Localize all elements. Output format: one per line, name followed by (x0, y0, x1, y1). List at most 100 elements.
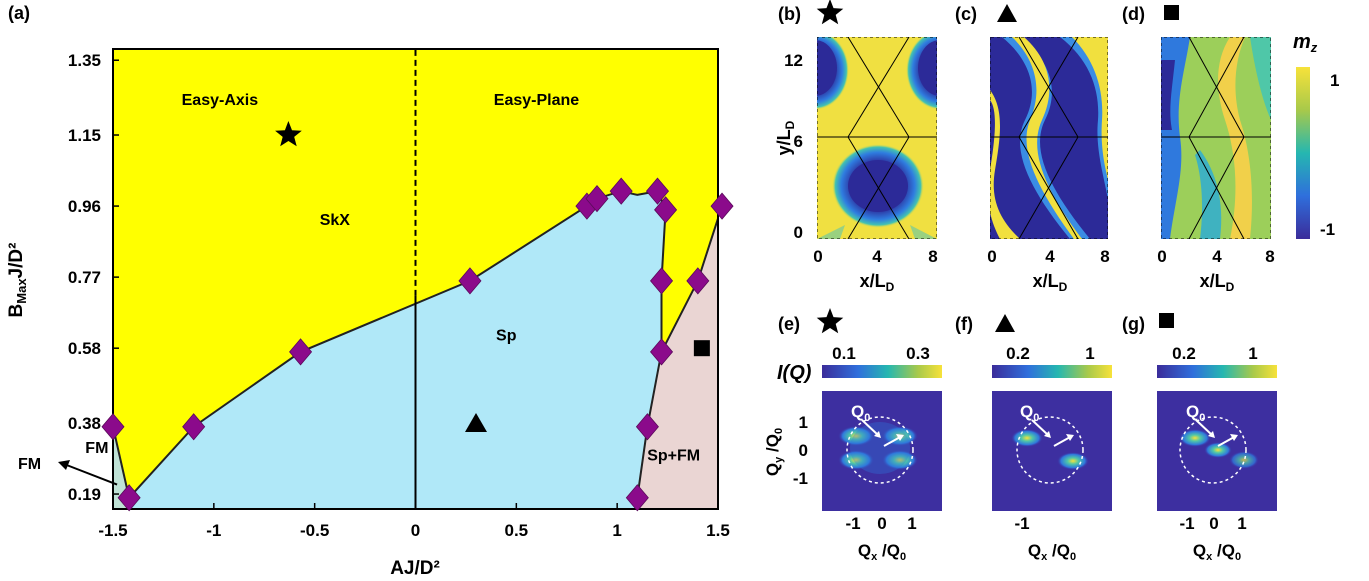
qy-label: Qy /Q0 (763, 428, 785, 476)
y-tick-label: 1.35 (68, 51, 101, 70)
transition-point (686, 267, 710, 295)
svg-text:-1: -1 (793, 469, 808, 488)
iq-colorbar-e: 0.1 0.3 (822, 344, 942, 378)
svg-text:-1: -1 (1014, 514, 1029, 533)
panel-label-g: (g) (1122, 314, 1145, 334)
x-tick-label: 0.5 (505, 521, 529, 540)
transition-point (710, 192, 734, 220)
svg-text:0: 0 (1209, 514, 1218, 533)
real-space-axis-labels: y/LD x/LD x/LD x/LD (774, 120, 1235, 294)
real-space-ticks: 12 6 0 0 4 8 0 4 8 0 4 8 (784, 51, 1275, 266)
special-markers (275, 121, 710, 432)
transition-point (458, 267, 482, 295)
header-label: Easy-Axis (182, 92, 259, 109)
mz-map-skyrmion (817, 37, 937, 239)
region-label: FM (85, 440, 108, 457)
svg-text:1: 1 (799, 413, 808, 432)
y-ticks: 0.19 0.38 0.58 0.77 0.96 1.15 1.35 (68, 51, 119, 504)
reciprocal-axis-labels: Qy /Q0 Qx /Q0 Qx /Q0 Qx /Q0 (763, 428, 1241, 563)
intensity-label: I(Q) (777, 362, 812, 384)
x-label-b: x/LD (860, 271, 895, 294)
y-tick-label: 0.19 (68, 485, 101, 504)
panel-label-d: (d) (1122, 4, 1145, 24)
header-label: Easy-Plane (494, 92, 579, 109)
star-marker (275, 121, 302, 147)
xtick-b-8: 8 (928, 247, 937, 266)
ytick-12: 12 (784, 51, 803, 70)
x-tick-label: -1 (206, 521, 221, 540)
svg-text:0.2: 0.2 (1006, 344, 1030, 363)
square-marker (693, 340, 710, 357)
star-icon (816, 308, 844, 334)
transition-point (585, 184, 609, 213)
region-label: Sp (496, 328, 517, 345)
transition-points (101, 177, 734, 512)
reciprocal-ticks: 1 0 -1 -1 0 1 -1 -1 0 1 (793, 413, 1247, 533)
structure-factor-map-g: Q0 (1157, 391, 1277, 511)
svg-text:1: 1 (1237, 514, 1246, 533)
qx-label-e: Qx /Q0 (858, 541, 906, 563)
xtick-d-8: 8 (1265, 247, 1274, 266)
qx-label-g: Qx /Q0 (1193, 541, 1241, 563)
region-label: SkX (320, 212, 351, 229)
svg-text:1: 1 (1248, 344, 1257, 363)
svg-text:-1: -1 (1179, 514, 1194, 533)
mz-map-spiral-fm (1161, 37, 1271, 239)
svg-text:0: 0 (877, 514, 886, 533)
boundary-skx-spfm (660, 215, 718, 353)
panel-label-e: (e) (778, 314, 800, 334)
xtick-b-4: 4 (872, 247, 882, 266)
y-tick-label: 0.77 (68, 268, 101, 287)
transition-point (645, 177, 670, 205)
svg-text:1: 1 (907, 514, 916, 533)
xtick-d-0: 0 (1157, 247, 1166, 266)
svg-text:-1: -1 (845, 514, 860, 533)
svg-text:0.1: 0.1 (832, 344, 856, 363)
transition-point (182, 413, 206, 441)
xtick-c-8: 8 (1100, 247, 1109, 266)
qx-label-f: Qx /Q0 (1028, 541, 1076, 563)
header-labels: Easy-Axis Easy-Plane (182, 92, 580, 109)
transition-point (609, 177, 633, 205)
region-label: Sp+FM (647, 447, 700, 464)
panel-label-c: (c) (955, 4, 977, 24)
x-tick-label: 1 (612, 521, 621, 540)
y-tick-label: 0.38 (68, 414, 101, 433)
structure-factor-map-f: Q0 (992, 391, 1112, 511)
panel-label-b: (b) (778, 4, 801, 24)
svg-text:0.2: 0.2 (1172, 344, 1196, 363)
x-label-c: x/LD (1033, 271, 1068, 294)
square-icon (1164, 5, 1179, 20)
svg-text:1: 1 (1085, 344, 1094, 363)
ytick-0: 0 (794, 223, 803, 242)
x-tick-label: -1.5 (98, 521, 127, 540)
region-labels: SkX Sp Sp+FM FM (85, 212, 700, 465)
triangle-marker (465, 412, 487, 432)
triangle-icon (997, 4, 1017, 22)
xtick-b-0: 0 (813, 247, 822, 266)
y-label-real: y/LD (774, 120, 797, 155)
transition-point (654, 196, 678, 224)
structure-factor-map-e: Q0 (822, 391, 942, 511)
svg-text:0: 0 (799, 441, 808, 460)
real-space-panels: (b) (c) (d) (774, 0, 1339, 294)
transition-point (289, 338, 313, 366)
x-ticks: -1.5 -1 -0.5 0 0.5 1 1.5 (98, 503, 730, 540)
svg-text:0.3: 0.3 (906, 344, 930, 363)
x-tick-label: 0 (411, 521, 420, 540)
x-axis-label: AJ/D² (390, 558, 440, 579)
x-label-d: x/LD (1200, 271, 1235, 294)
mz-tick-bottom: -1 (1320, 220, 1335, 239)
ytick-6: 6 (794, 132, 803, 151)
mz-tick-top: 1 (1330, 71, 1339, 90)
iq-colorbar-g: 0.2 1 (1157, 344, 1277, 378)
transition-point (635, 413, 659, 441)
square-icon (1159, 313, 1174, 328)
boundary-fm-skx (113, 426, 131, 499)
iq-colorbar-f: 0.2 1 (992, 344, 1112, 378)
structure-factor-panels: (e) (f) (g) I(Q) 0.1 0.3 0.2 1 0.2 1 (763, 308, 1277, 563)
y-tick-label: 0.58 (68, 339, 101, 358)
xtick-c-0: 0 (987, 247, 996, 266)
x-tick-label: -0.5 (300, 521, 329, 540)
